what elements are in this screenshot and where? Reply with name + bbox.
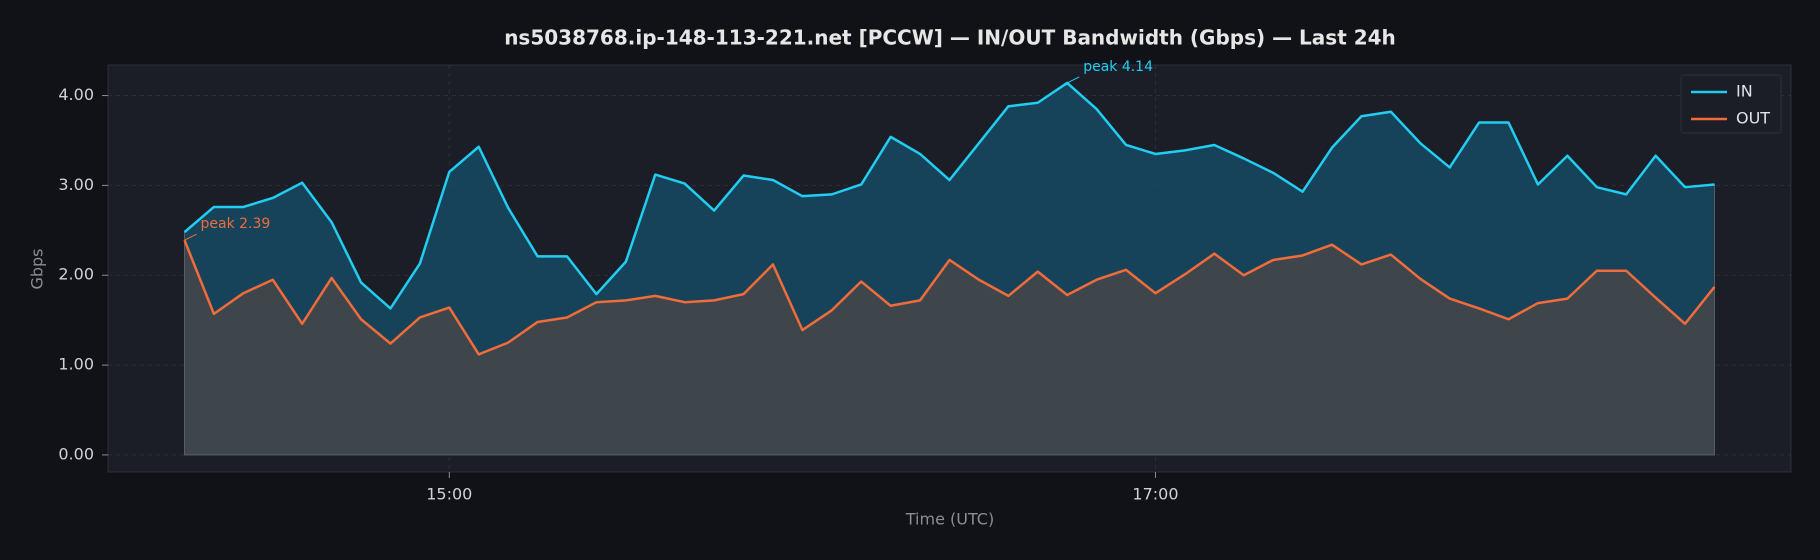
x-tick-label: 15:00: [426, 485, 472, 504]
annotation: peak 2.39: [201, 216, 271, 232]
line: [183, 239, 1716, 356]
annotation-leader: [184, 233, 197, 241]
y-tick-label: 1.00: [58, 355, 94, 374]
annotation-leader: [1066, 76, 1080, 84]
annotation: peak 4.14: [1083, 59, 1153, 75]
y-tick-label: 3.00: [58, 175, 94, 194]
legend-label: OUT: [1736, 109, 1770, 128]
y-axis-label: Gbps: [28, 248, 47, 289]
y-tick-label: 0.00: [58, 444, 94, 463]
chart-title: ns5038768.ip-148-113-221.net [PCCW] — IN…: [504, 26, 1396, 50]
x-axis-label: Time (UTC): [905, 510, 994, 529]
x-tick-label: 17:00: [1132, 485, 1178, 504]
legend-label: IN: [1736, 82, 1753, 101]
y-tick-label: 2.00: [58, 265, 94, 284]
line: [183, 81, 1715, 310]
y-tick-label: 4.00: [58, 85, 94, 104]
